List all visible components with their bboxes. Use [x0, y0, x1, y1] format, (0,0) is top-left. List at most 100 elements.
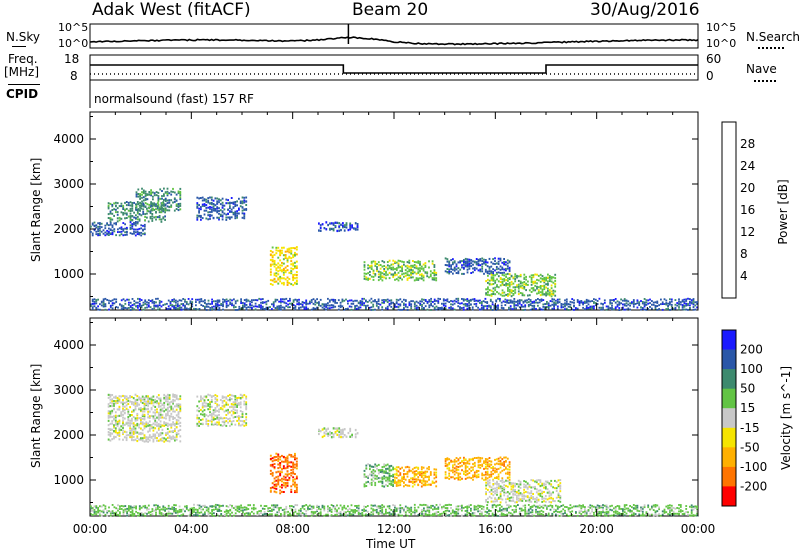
velocity-cell [243, 400, 246, 403]
velocity-cell [503, 489, 506, 492]
velocity-cell [298, 514, 300, 517]
power-cell [135, 208, 138, 211]
power-cell [523, 283, 526, 286]
power-cell [294, 305, 297, 308]
velocity-cell [164, 514, 166, 517]
power-cell [658, 304, 660, 307]
power-cell [137, 297, 139, 300]
velocity-cell [177, 406, 180, 409]
power-cell [179, 187, 182, 190]
velocity-cell [143, 434, 146, 437]
power-cell [367, 267, 369, 270]
velocity-cell [271, 510, 273, 512]
power-cell [136, 218, 139, 221]
power-cell [687, 297, 689, 300]
velocity-cell [444, 464, 447, 467]
velocity-cell [295, 463, 298, 466]
velocity-cell [174, 424, 176, 427]
velocity-cell [212, 418, 215, 421]
power-cell [243, 212, 246, 215]
power-cell [227, 216, 229, 219]
velocity-cell [455, 465, 458, 468]
power-cell [690, 302, 693, 305]
power-cell [221, 197, 224, 200]
power-cell [503, 261, 505, 263]
power-cell [506, 265, 509, 268]
power-cell [288, 251, 291, 254]
velocity-cell [295, 467, 298, 470]
power-cell [175, 193, 178, 196]
power-cell [225, 306, 228, 309]
velocity-cell [225, 397, 228, 400]
velocity-cell [180, 510, 183, 513]
power-cell [422, 279, 425, 282]
velocity-cell [159, 420, 162, 423]
velocity-cell [140, 514, 143, 517]
velocity-cell [202, 504, 204, 507]
power-cell [375, 304, 378, 307]
velocity-cell [512, 486, 515, 489]
power-cell [159, 188, 162, 191]
power-cell [510, 280, 513, 283]
power-cell [504, 304, 507, 306]
power-cell [395, 302, 398, 305]
power-cell [379, 264, 382, 266]
power-cell [408, 261, 411, 264]
velocity-cell [172, 415, 174, 418]
velocity-cell [216, 423, 219, 426]
power-cell [287, 300, 289, 302]
velocity-cell [134, 430, 137, 433]
power-cell [282, 277, 285, 280]
power-cell [670, 308, 673, 311]
velocity-cell [166, 403, 169, 406]
velocity-cell [161, 424, 164, 427]
power-cell [448, 301, 451, 303]
velocity-cell [397, 470, 400, 473]
velocity-cell [487, 501, 489, 504]
velocity-cell [177, 432, 180, 435]
velocity-cell [403, 485, 405, 488]
power-cell [508, 266, 511, 269]
velocity-cell [374, 481, 377, 484]
velocity-cell [210, 415, 213, 418]
power-cell [280, 301, 282, 304]
power-cell [126, 307, 128, 310]
velocity-cell [399, 481, 402, 484]
velocity-cell [214, 508, 217, 510]
power-cell [162, 304, 165, 306]
power-cell [290, 249, 293, 252]
power-cell [508, 270, 511, 273]
power-cell [502, 308, 505, 311]
power-cell [229, 205, 231, 208]
power-cell [448, 265, 451, 268]
velocity-cell [372, 471, 375, 473]
velocity-cell [505, 459, 507, 462]
power-cell [147, 299, 150, 302]
velocity-cell [175, 433, 178, 436]
velocity-cell [157, 427, 160, 430]
power-cell [115, 223, 117, 226]
power-cell [575, 307, 577, 309]
velocity-cell [114, 402, 117, 405]
power-cell [377, 279, 380, 282]
power-cell [403, 307, 405, 310]
velocity-cell [113, 396, 115, 399]
velocity-cell [238, 510, 241, 513]
power-cell [251, 306, 253, 309]
velocity-cell [159, 397, 162, 400]
power-cell [492, 262, 494, 265]
power-cell [247, 306, 250, 309]
velocity-cell [236, 402, 238, 405]
power-cell [109, 223, 112, 226]
velocity-cell [189, 507, 192, 510]
velocity-cell [134, 432, 137, 435]
velocity-cell [543, 482, 545, 485]
velocity-cell [146, 512, 148, 515]
velocity-cell [395, 484, 398, 487]
power-cell [528, 289, 531, 292]
power-cell [379, 303, 382, 306]
velocity-cell [155, 504, 157, 507]
power-cell [381, 279, 384, 282]
velocity-cell [116, 399, 119, 402]
power-cell [422, 267, 425, 270]
